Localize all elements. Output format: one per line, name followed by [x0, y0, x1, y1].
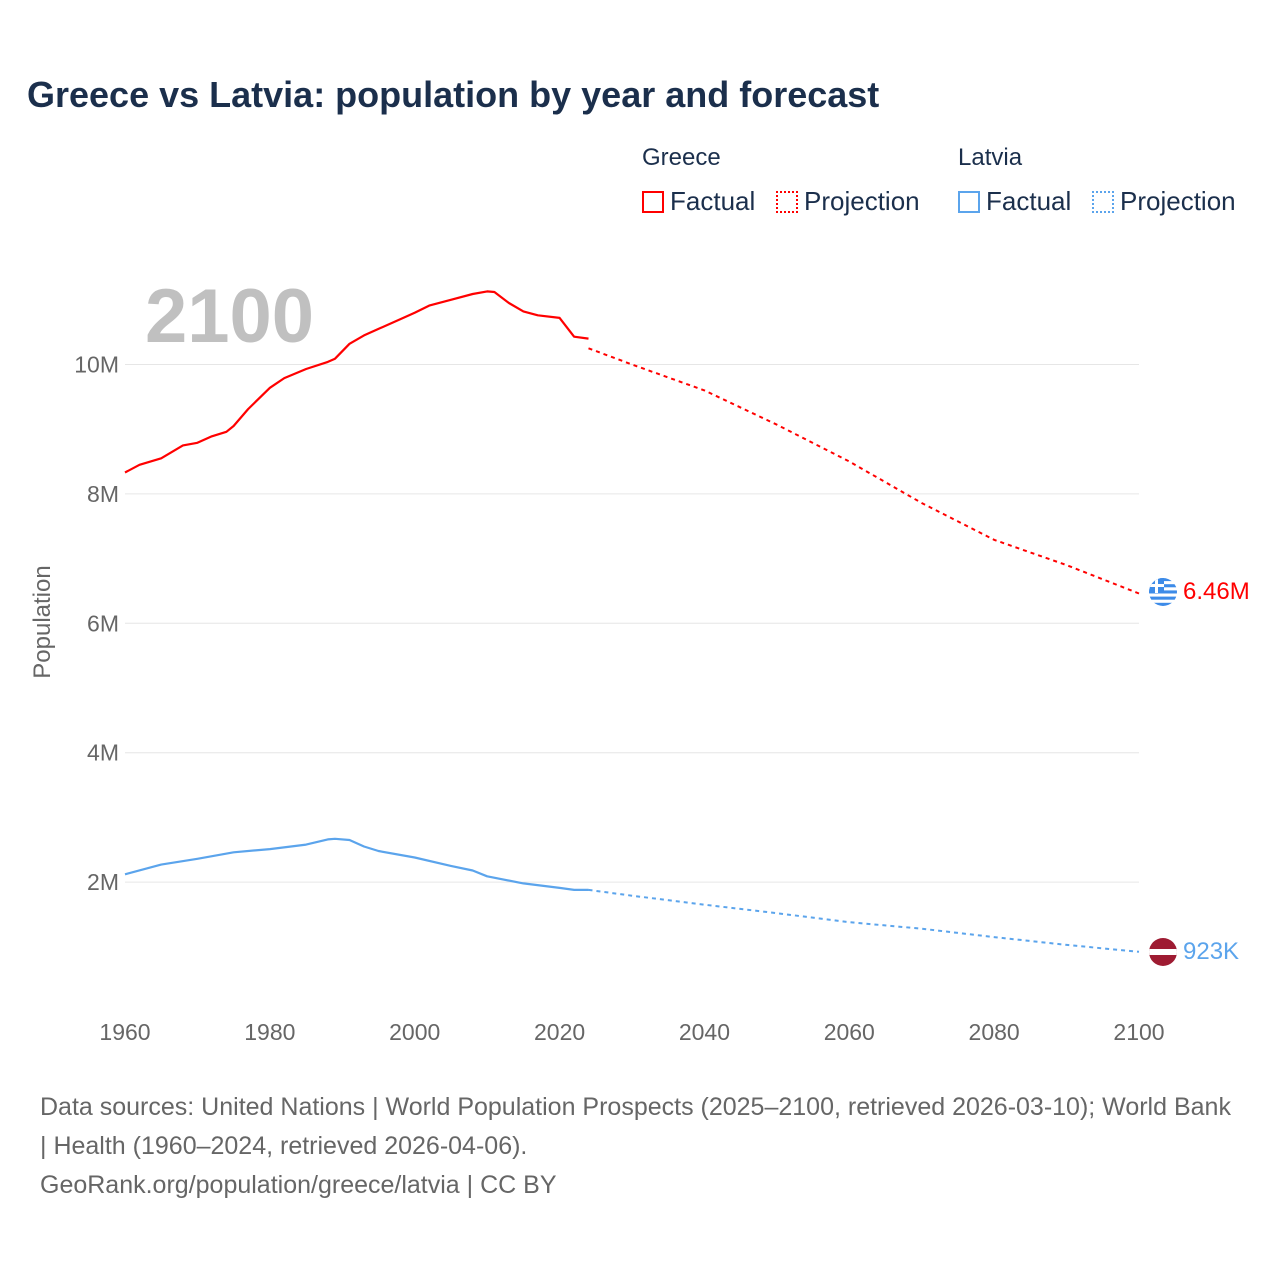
latvia-flag-icon — [1149, 938, 1177, 966]
y-tick-label: 10M — [74, 352, 119, 378]
y-tick-label: 2M — [87, 869, 119, 895]
x-tick-label: 2020 — [534, 1019, 585, 1045]
legend-swatch-solid — [958, 190, 980, 213]
legend-label: Factual — [986, 186, 1072, 216]
y-axis-label: Population — [29, 565, 56, 678]
data-sources: Data sources: United Nations | World Pop… — [40, 1093, 1231, 1160]
legend-label: Projection — [1120, 186, 1236, 216]
x-tick-label: 2080 — [969, 1019, 1020, 1045]
legend-swatch-dotted — [776, 190, 798, 213]
x-tick-label: 2060 — [824, 1019, 875, 1045]
legend-swatch-solid — [642, 190, 664, 213]
x-tick-label: 2100 — [1113, 1019, 1164, 1045]
year-watermark: 2100 — [145, 274, 314, 359]
footer: Data sources: United Nations | World Pop… — [40, 1088, 1240, 1205]
legend-group-latvia: Latvia — [958, 144, 1023, 171]
latvia-factual-line — [124, 837, 589, 892]
x-tick-label: 1980 — [244, 1019, 295, 1045]
greece-projection-line — [588, 347, 1140, 595]
chart-title: Greece vs Latvia: population by year and… — [27, 74, 880, 115]
credit-link[interactable]: GeoRank.org/population/greece/latvia | C… — [40, 1171, 557, 1199]
x-tick-label: 1960 — [99, 1019, 150, 1045]
greece-end-label: 6.46M — [1183, 578, 1250, 605]
x-tick-label: 2000 — [389, 1019, 440, 1045]
legend-group-greece: Greece — [642, 144, 721, 171]
legend-latvia-factual[interactable]: Factual — [958, 186, 1071, 217]
y-tick-label: 8M — [87, 481, 119, 507]
latvia-projection-line — [588, 888, 1140, 953]
y-tick-label: 6M — [87, 610, 119, 636]
legend-label: Projection — [804, 186, 920, 216]
legend-latvia-projection[interactable]: Projection — [1092, 186, 1236, 217]
y-tick-label: 4M — [87, 740, 119, 766]
legend-greece-projection[interactable]: Projection — [776, 186, 920, 217]
legend-label: Factual — [670, 186, 756, 216]
latvia-end-label: 923K — [1183, 938, 1239, 965]
greece-factual-line — [124, 290, 589, 474]
greece-flag-icon — [1149, 578, 1177, 606]
legend-greece-factual[interactable]: Factual — [642, 186, 755, 217]
x-tick-label: 2040 — [679, 1019, 730, 1045]
legend-swatch-dotted — [1092, 190, 1114, 213]
